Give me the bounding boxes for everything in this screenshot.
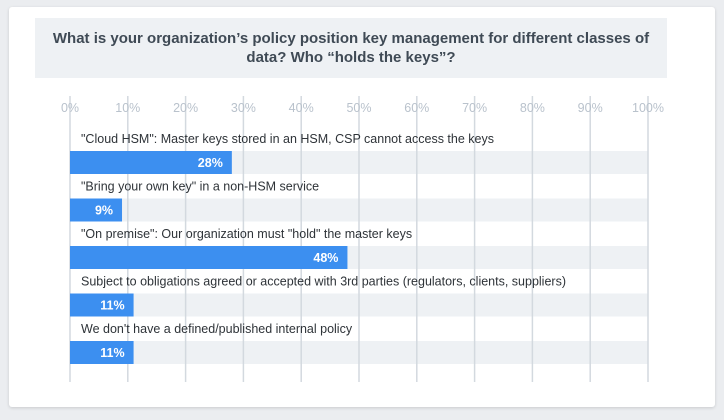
title-band: What is your organization’s policy posit… — [35, 18, 667, 78]
category-label: We don't have a defined/published intern… — [81, 322, 353, 336]
value-label: 9% — [95, 204, 113, 218]
x-tick-label: 30% — [231, 101, 256, 115]
x-tick-label: 80% — [520, 101, 545, 115]
value-label: 11% — [100, 346, 124, 360]
value-label: 48% — [313, 251, 338, 265]
category-label: "Cloud HSM": Master keys stored in an HS… — [81, 132, 494, 146]
x-tick-label: 0% — [61, 101, 79, 115]
chart-title: What is your organization’s policy posit… — [52, 30, 650, 66]
bar — [70, 293, 134, 317]
bar — [70, 151, 232, 174]
x-tick-label: 60% — [404, 101, 429, 115]
category-label: "Bring your own key" in a non-HSM servic… — [81, 180, 319, 194]
x-tick-label: 10% — [115, 101, 140, 115]
category-label: "On premise": Our organization must "hol… — [81, 227, 412, 241]
value-label: 28% — [198, 156, 223, 170]
bar — [70, 198, 123, 222]
x-tick-label: 90% — [578, 101, 603, 115]
category-label: Subject to obligations agreed or accepte… — [81, 275, 566, 289]
x-tick-label: 20% — [173, 101, 198, 115]
x-tick-label: 50% — [346, 101, 371, 115]
bar — [70, 246, 348, 269]
bar — [70, 341, 134, 364]
x-tick-label: 100% — [632, 101, 664, 115]
value-label: 11% — [100, 299, 124, 313]
x-tick-label: 70% — [462, 101, 487, 115]
x-tick-label: 40% — [289, 101, 314, 115]
